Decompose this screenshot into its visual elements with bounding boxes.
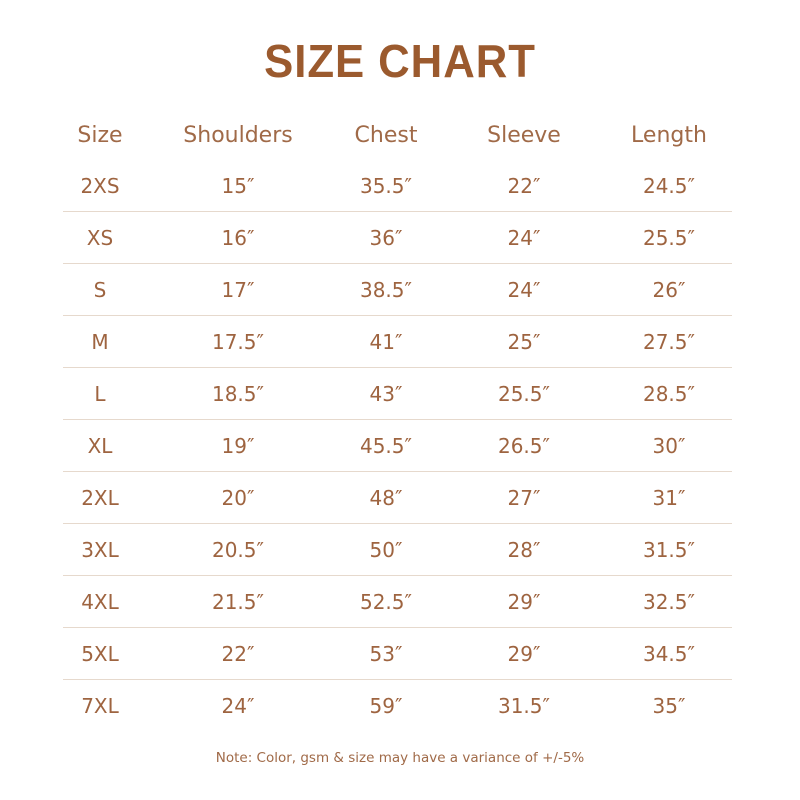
table-row: 7XL 24″ 59″ 31.5″ 35″ <box>63 680 732 732</box>
cell-shoulders: 24″ <box>221 694 255 718</box>
cell-size: S <box>93 278 107 302</box>
cell-length: 35″ <box>652 694 686 718</box>
cell-sleeve: 27″ <box>507 486 541 510</box>
header-size: Size <box>77 122 123 148</box>
cell-length: 32.5″ <box>642 590 695 614</box>
table-row: 2XL 20″ 48″ 27″ 31″ <box>63 472 732 524</box>
row-divider <box>63 367 732 368</box>
header-shoulders: Shoulders <box>183 122 293 148</box>
cell-length: 26″ <box>652 278 686 302</box>
cell-length: 31.5″ <box>642 538 695 562</box>
cell-sleeve: 24″ <box>507 226 541 250</box>
table-row: L 18.5″ 43″ 25.5″ 28.5″ <box>63 368 732 420</box>
cell-shoulders: 17″ <box>221 278 255 302</box>
cell-shoulders: 19″ <box>221 434 255 458</box>
cell-chest: 41″ <box>369 330 403 354</box>
cell-size: L <box>94 382 106 406</box>
cell-shoulders: 16″ <box>221 226 255 250</box>
cell-chest: 38.5″ <box>359 278 412 302</box>
cell-chest: 43″ <box>369 382 403 406</box>
cell-length: 27.5″ <box>642 330 695 354</box>
table-row: 2XS 15″ 35.5″ 22″ 24.5″ <box>63 160 732 212</box>
cell-shoulders: 20.5″ <box>211 538 264 562</box>
cell-size: 5XL <box>81 642 119 666</box>
cell-length: 31″ <box>652 486 686 510</box>
cell-sleeve: 25.5″ <box>497 382 550 406</box>
row-divider <box>63 679 732 680</box>
cell-size: XS <box>86 226 114 250</box>
header-sleeve: Sleeve <box>487 122 561 148</box>
cell-shoulders: 21.5″ <box>211 590 264 614</box>
row-divider <box>63 315 732 316</box>
cell-sleeve: 31.5″ <box>497 694 550 718</box>
header-chest: Chest <box>354 122 418 148</box>
table-row: 4XL 21.5″ 52.5″ 29″ 32.5″ <box>63 576 732 628</box>
cell-sleeve: 28″ <box>507 538 541 562</box>
cell-chest: 35.5″ <box>359 174 412 198</box>
cell-length: 25.5″ <box>642 226 695 250</box>
table-row: 5XL 22″ 53″ 29″ 34.5″ <box>63 628 732 680</box>
row-divider <box>63 419 732 420</box>
cell-shoulders: 22″ <box>221 642 255 666</box>
cell-size: XL <box>87 434 113 458</box>
cell-sleeve: 26.5″ <box>497 434 550 458</box>
cell-sleeve: 25″ <box>507 330 541 354</box>
row-divider <box>63 575 732 576</box>
cell-chest: 50″ <box>369 538 403 562</box>
cell-sleeve: 29″ <box>507 642 541 666</box>
page-title: SIZE CHART <box>264 35 536 87</box>
cell-size: 2XL <box>81 486 119 510</box>
cell-size: 2XS <box>80 174 120 198</box>
cell-length: 24.5″ <box>642 174 695 198</box>
cell-shoulders: 17.5″ <box>211 330 264 354</box>
table-row: XL 19″ 45.5″ 26.5″ 30″ <box>63 420 732 472</box>
table-row: M 17.5″ 41″ 25″ 27.5″ <box>63 316 732 368</box>
cell-size: M <box>91 330 109 354</box>
table-row: S 17″ 38.5″ 24″ 26″ <box>63 264 732 316</box>
table-row: 3XL 20.5″ 50″ 28″ 31.5″ <box>63 524 732 576</box>
table-header-row: Size Shoulders Chest Sleeve Length <box>63 110 732 160</box>
row-divider <box>63 627 732 628</box>
cell-chest: 36″ <box>369 226 403 250</box>
cell-size: 3XL <box>81 538 119 562</box>
cell-chest: 48″ <box>369 486 403 510</box>
cell-chest: 45.5″ <box>359 434 412 458</box>
variance-note: Note: Color, gsm & size may have a varia… <box>215 750 585 766</box>
table-row: XS 16″ 36″ 24″ 25.5″ <box>63 212 732 264</box>
cell-length: 34.5″ <box>642 642 695 666</box>
cell-sleeve: 29″ <box>507 590 541 614</box>
cell-size: 7XL <box>81 694 119 718</box>
cell-shoulders: 18.5″ <box>211 382 264 406</box>
row-divider <box>63 471 732 472</box>
cell-sleeve: 22″ <box>507 174 541 198</box>
cell-chest: 59″ <box>369 694 403 718</box>
cell-chest: 52.5″ <box>359 590 412 614</box>
cell-length: 30″ <box>652 434 686 458</box>
cell-shoulders: 15″ <box>221 174 255 198</box>
row-divider <box>63 211 732 212</box>
cell-shoulders: 20″ <box>221 486 255 510</box>
cell-length: 28.5″ <box>642 382 695 406</box>
cell-sleeve: 24″ <box>507 278 541 302</box>
header-length: Length <box>631 122 707 148</box>
cell-chest: 53″ <box>369 642 403 666</box>
row-divider <box>63 263 732 264</box>
cell-size: 4XL <box>81 590 119 614</box>
row-divider <box>63 523 732 524</box>
